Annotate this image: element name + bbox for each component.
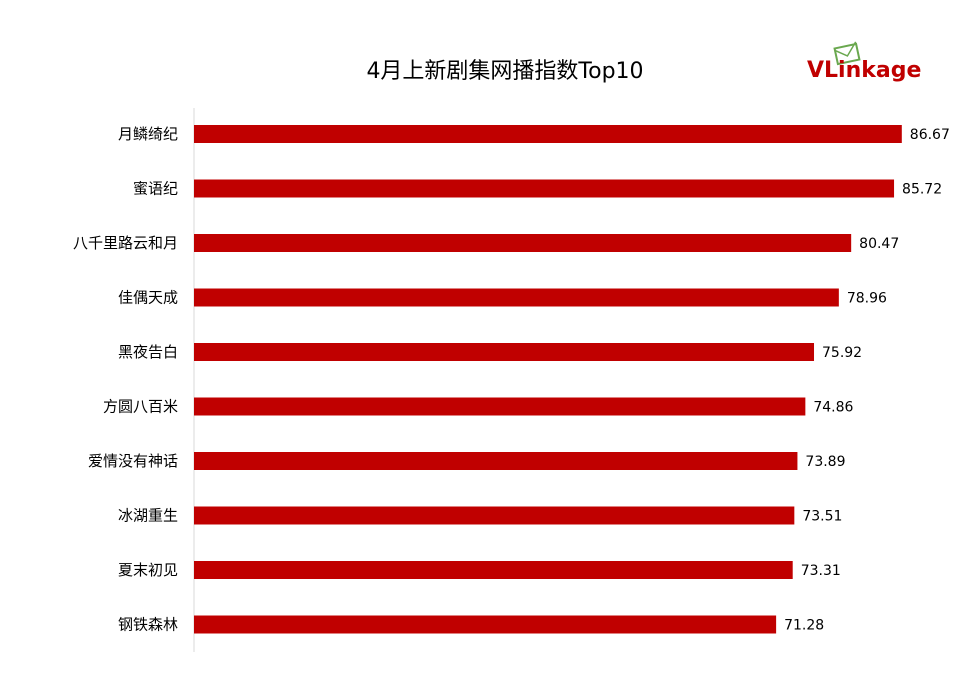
bar-8: [194, 506, 795, 525]
logo-text-v: V: [807, 58, 824, 83]
category-label-1: 月鳞绮纪: [118, 125, 178, 143]
category-label-6: 方圆八百米: [103, 398, 178, 416]
category-label-2: 蜜语纪: [133, 180, 178, 198]
bar-5: [194, 343, 815, 361]
category-label-5: 黑夜告白: [118, 343, 178, 361]
bar-9: [194, 561, 793, 579]
bar-4: [194, 288, 839, 307]
bar-3: [194, 234, 852, 252]
bar-7: [194, 452, 798, 470]
bar-6: [194, 397, 806, 416]
category-label-7: 爱情没有神话: [88, 452, 178, 470]
bars-group: [194, 125, 902, 634]
logo-text-age: age: [876, 58, 922, 83]
bar-10: [194, 615, 777, 634]
logo-envelope-icon: [833, 41, 861, 66]
category-label-4: 佳偶天成: [118, 289, 178, 307]
category-label-9: 夏末初见: [118, 561, 178, 579]
logo-text-link: Link: [824, 58, 877, 83]
category-label-3: 八千里路云和月: [73, 234, 178, 252]
value-label-7: 73.89: [805, 454, 845, 470]
value-label-6: 74.86: [813, 400, 853, 416]
value-labels: 86.67 85.72 80.47 78.96 75.92 74.86 73.89 73.51…: [784, 127, 950, 634]
value-label-4: 78.96: [847, 291, 887, 307]
category-label-8: 冰湖重生: [118, 507, 178, 525]
bar-2: [194, 179, 895, 198]
value-label-2: 85.72: [902, 182, 942, 198]
value-label-5: 75.92: [822, 345, 862, 361]
value-label-9: 73.31: [801, 563, 841, 579]
vlinkage-logo: VLinkage: [807, 41, 921, 83]
chart-title: 4月上新剧集网播指数Top10: [366, 59, 643, 84]
value-label-3: 80.47: [859, 236, 899, 252]
logo-text: VLinkage: [807, 58, 921, 83]
bar-1: [194, 125, 902, 143]
value-label-8: 73.51: [802, 509, 842, 525]
category-labels: 月鳞绮纪蜜语纪八千里路云和月佳偶天成黑夜告白方圆八百米爱情没有神话冰湖重生夏末初…: [73, 125, 178, 634]
value-label-1: 86.67: [910, 127, 950, 143]
category-label-10: 钢铁森林: [118, 616, 178, 634]
value-label-10: 71.28: [784, 618, 824, 634]
